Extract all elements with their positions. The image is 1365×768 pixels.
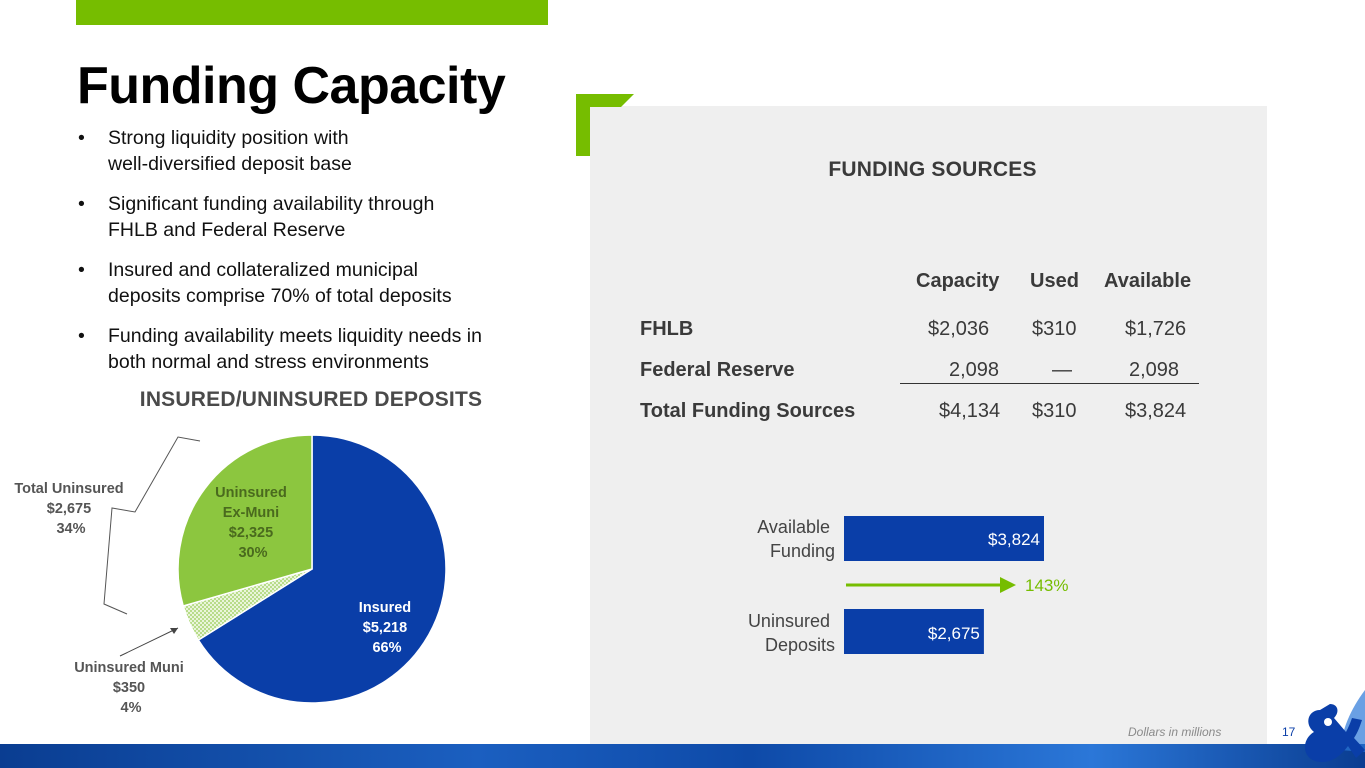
bar-category-uninsured: Uninsured Deposits — [748, 611, 835, 655]
bullet-text: Strong liquidity position with well-diver… — [108, 127, 352, 175]
uninsured-muni-percent: 4% — [121, 700, 142, 716]
bar-available-funding — [844, 516, 1044, 561]
insured-name: Insured — [359, 600, 411, 616]
insured-percent: 66% — [372, 640, 401, 656]
pie-slice-insured — [197, 434, 447, 704]
row-label: Federal Reserve — [640, 359, 795, 381]
cell-capacity: $4,134 — [939, 400, 1001, 422]
cell-available: $3,824 — [1125, 400, 1187, 422]
bar-chart: Available Funding Uninsured Deposits $3,… — [748, 516, 1068, 655]
bullet-dot: • — [78, 325, 85, 347]
total-uninsured-value: $2,675 — [47, 501, 91, 517]
uninsured-muni-value: $350 — [113, 680, 145, 696]
insured-label: Insured $5,218 66% — [359, 600, 415, 656]
cell-capacity: $2,036 — [928, 318, 990, 340]
ex-muni-value: $2,325 — [229, 525, 273, 541]
bar-value-uninsured: $2,675 — [928, 624, 980, 643]
coverage-ratio: 143% — [1025, 576, 1068, 595]
bar-value-available: $3,824 — [988, 530, 1040, 549]
bullet-dot: • — [78, 259, 85, 281]
funding-sources-title: FUNDING SOURCES — [828, 158, 1037, 181]
row-label: FHLB — [640, 318, 694, 340]
uninsured-ex-muni-label: Uninsured Ex-Muni $2,325 30% — [215, 485, 291, 561]
bottom-brand-band — [0, 744, 1365, 768]
bullet-item: • Insured and collateralized municipal dep… — [78, 257, 538, 309]
bar-category-available: Available Funding — [757, 517, 835, 561]
category-line: Available — [757, 517, 830, 537]
uninsured-brace — [103, 436, 201, 615]
footnote: Dollars in millions — [1128, 725, 1222, 739]
leader-arrowhead — [170, 628, 178, 634]
table-subtotal-rule — [900, 383, 1199, 384]
total-uninsured-name: Total Uninsured — [14, 481, 123, 497]
bullet-dot: • — [78, 193, 85, 215]
header-available: Available — [1104, 270, 1192, 292]
row-label: Total Funding Sources — [640, 400, 856, 422]
category-line: Uninsured — [748, 611, 830, 631]
ex-muni-name-line2: Ex-Muni — [223, 505, 279, 521]
bar-uninsured-deposits — [844, 609, 984, 654]
header-used: Used — [1030, 270, 1079, 292]
category-line: Funding — [770, 541, 835, 561]
bullet-text: Insured and collateralized municipal depo… — [108, 259, 452, 307]
page-title: Funding Capacity — [77, 57, 506, 115]
pie-chart: Insured $5,218 66% Uninsured Ex-Muni $2,… — [14, 434, 447, 716]
top-accent-bar — [76, 0, 548, 25]
cell-used: $310 — [1032, 318, 1077, 340]
cell-available: $1,726 — [1125, 318, 1187, 340]
bullet-dot: • — [78, 127, 85, 149]
bullet-text: Significant funding availability through… — [108, 193, 435, 241]
ex-muni-percent: 30% — [238, 545, 267, 561]
pie-chart-title: INSURED/UNINSURED DEPOSITS — [139, 388, 483, 411]
header-capacity: Capacity — [916, 270, 1000, 292]
category-line: Deposits — [765, 635, 835, 655]
insured-value: $5,218 — [363, 620, 407, 636]
total-uninsured-percent: 34% — [56, 521, 85, 537]
uninsured-muni-name: Uninsured Muni — [74, 660, 184, 676]
ex-muni-name-line1: Uninsured — [215, 485, 287, 501]
ratio-arrowhead — [1000, 577, 1016, 593]
cell-used: — — [1052, 359, 1072, 381]
cell-capacity: 2,098 — [949, 359, 1000, 381]
bullet-list: • Strong liquidity position with well-dive… — [78, 125, 538, 389]
page-number: 17 — [1282, 725, 1296, 739]
uninsured-muni-leader — [119, 627, 179, 657]
cell-used: $310 — [1032, 400, 1077, 422]
total-uninsured-label: Total Uninsured $2,675 34% — [14, 481, 127, 537]
bullet-text: Funding availability meets liquidity nee… — [108, 325, 482, 373]
bullet-item: • Funding availability meets liquidity ne… — [78, 323, 538, 375]
bullet-item: • Significant funding availability throug… — [78, 191, 538, 243]
uninsured-muni-label: Uninsured Muni $350 4% — [74, 660, 188, 716]
ampersand-logo-icon — [1304, 690, 1365, 762]
panel-corner-accent — [576, 94, 634, 156]
bullet-item: • Strong liquidity position with well-dive… — [78, 125, 538, 177]
cell-available: 2,098 — [1129, 359, 1180, 381]
pie-slice-uninsured-ex-muni — [177, 434, 313, 607]
